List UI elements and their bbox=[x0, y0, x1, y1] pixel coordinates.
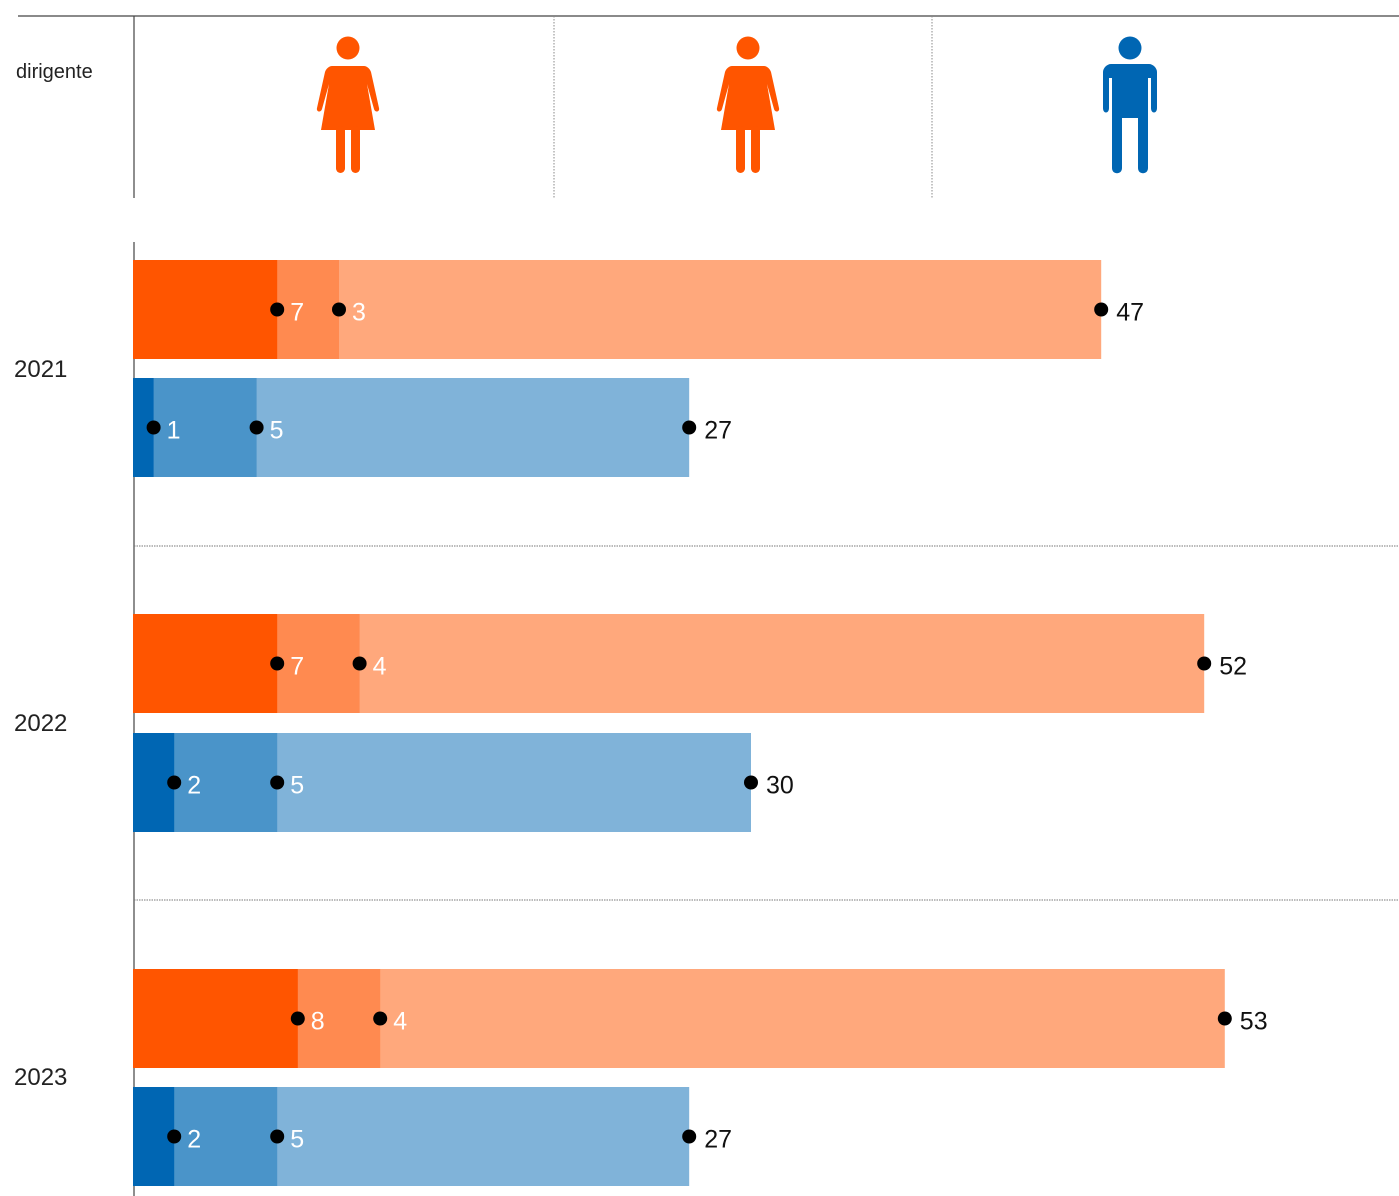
female-icon-leg-right bbox=[351, 126, 360, 173]
male-value-label: 27 bbox=[704, 1126, 732, 1154]
female-value-dot bbox=[1217, 1011, 1232, 1026]
year-label: 2021 bbox=[14, 356, 67, 383]
female-value-label: 52 bbox=[1219, 653, 1247, 681]
male-value-dot bbox=[744, 775, 758, 790]
female-icon-leg-left bbox=[736, 126, 745, 173]
female-value-dot bbox=[332, 302, 346, 317]
male-value-dot bbox=[270, 1129, 285, 1144]
female-icon-leg-left bbox=[336, 126, 345, 173]
header-label: dirigente bbox=[16, 61, 93, 83]
male-value-dot bbox=[249, 420, 264, 435]
female-value-label: 8 bbox=[311, 1008, 325, 1036]
female-value-dot bbox=[270, 302, 285, 317]
male-value-label: 27 bbox=[704, 417, 732, 445]
male-value-label: 2 bbox=[187, 772, 201, 800]
male-value-dot bbox=[167, 775, 182, 790]
male-value-dot bbox=[146, 420, 161, 435]
male-value-label: 5 bbox=[270, 417, 284, 445]
male-icon-body bbox=[1103, 64, 1157, 174]
male-icon-head bbox=[1118, 36, 1142, 60]
header-icon-female-2 bbox=[716, 36, 780, 173]
female-value-label: 3 bbox=[352, 299, 366, 327]
female-icon-leg-right bbox=[751, 126, 760, 173]
year-label: 2022 bbox=[14, 710, 67, 737]
male-value-label: 2 bbox=[187, 1126, 201, 1154]
male-value-label: 30 bbox=[766, 772, 794, 800]
header-icon-female-1 bbox=[316, 36, 380, 173]
male-value-dot bbox=[682, 1129, 697, 1144]
female-value-dot bbox=[1197, 656, 1212, 671]
female-value-dot bbox=[373, 1011, 388, 1026]
female-icon-head bbox=[736, 36, 760, 60]
female-value-dot bbox=[352, 656, 367, 671]
female-icon-body bbox=[716, 66, 780, 130]
female-value-label: 53 bbox=[1240, 1008, 1268, 1036]
bars-layer: 2021 2022 2023 7 3 47 7 4 52 8 4 53 1 5 27 2 5 30 2 5 27 bbox=[14, 260, 1268, 1186]
female-bar-segment-1 bbox=[133, 969, 298, 1068]
header-icon-male bbox=[1103, 36, 1157, 174]
female-icon-body bbox=[316, 66, 380, 130]
female-value-label: 4 bbox=[393, 1008, 407, 1036]
male-value-dot bbox=[167, 1129, 182, 1144]
female-value-label: 47 bbox=[1116, 299, 1144, 327]
male-value-dot bbox=[270, 775, 285, 790]
year-label: 2023 bbox=[14, 1064, 67, 1091]
male-value-label: 5 bbox=[290, 1126, 304, 1154]
female-value-dot bbox=[1094, 302, 1109, 317]
female-value-label: 4 bbox=[373, 653, 387, 681]
female-value-label: 7 bbox=[290, 299, 304, 327]
male-value-label: 5 bbox=[290, 772, 304, 800]
female-bar-segment-1 bbox=[133, 260, 278, 359]
female-value-dot bbox=[270, 656, 285, 671]
male-bar-segment-1 bbox=[133, 378, 154, 477]
male-value-label: 1 bbox=[167, 417, 181, 445]
female-value-label: 7 bbox=[290, 653, 304, 681]
female-icon-head bbox=[336, 36, 360, 60]
female-bar-segment-1 bbox=[133, 614, 278, 713]
male-value-dot bbox=[682, 420, 697, 435]
female-value-dot bbox=[290, 1011, 305, 1026]
